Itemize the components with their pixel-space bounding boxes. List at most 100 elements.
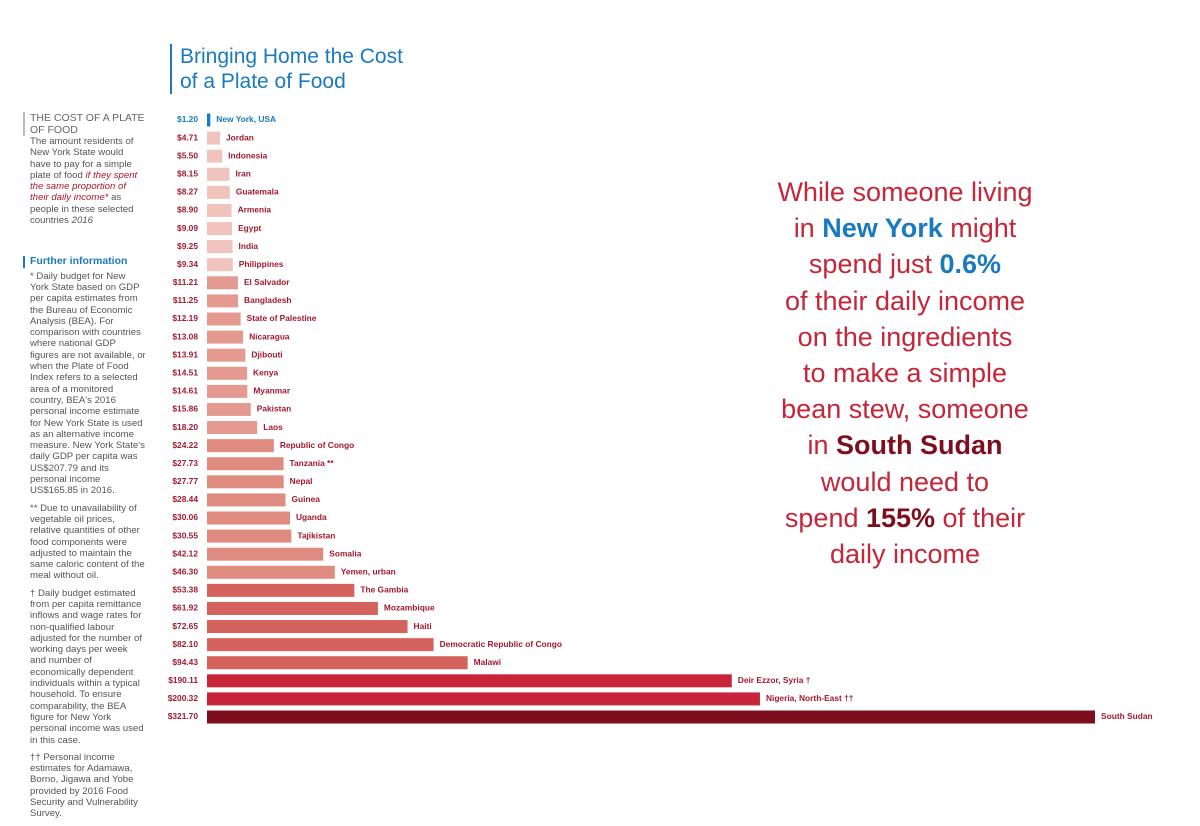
bar	[207, 638, 434, 652]
text: spend	[784, 502, 866, 533]
value-label: $9.34	[177, 259, 198, 269]
value-label: $8.27	[177, 187, 198, 197]
category-label: Republic of Congo	[280, 440, 354, 450]
bar	[207, 276, 238, 290]
text: of their	[935, 502, 1026, 533]
value-label: $28.44	[172, 494, 198, 504]
category-label: Nigeria, North-East ††	[766, 693, 854, 703]
text: spend just	[808, 249, 940, 280]
text: While someone living	[777, 177, 1033, 207]
category-label: The Gambia	[360, 585, 408, 595]
value-label: $24.22	[172, 440, 198, 450]
bar	[207, 131, 221, 145]
bar	[207, 656, 468, 670]
value-label: $13.91	[172, 349, 198, 359]
further-title: Further information	[23, 256, 146, 268]
value-label: $14.61	[172, 386, 198, 396]
sidebar-heading: THE COST OF A PLATE OF FOOD	[23, 112, 146, 136]
value-label: $30.55	[172, 530, 198, 540]
value-label: $13.08	[172, 331, 198, 341]
category-label: Nepal	[290, 476, 313, 486]
note: ** Due to unavailability of vegetable oi…	[30, 502, 145, 582]
note: † Daily budget estimated from per capita…	[30, 587, 144, 746]
sidebar: THE COST OF A PLATE OF FOOD The amount r…	[23, 112, 146, 826]
value-label: $14.51	[172, 367, 198, 377]
bar	[207, 294, 239, 308]
category-label: Mozambique	[384, 603, 435, 613]
bar	[207, 674, 732, 688]
category-label: Kenya	[253, 367, 278, 377]
text: of their daily income	[784, 285, 1026, 316]
category-label: New York, USA	[216, 114, 276, 124]
category-label: Deir Ezzor, Syria †	[738, 675, 811, 685]
text: on the ingredients	[797, 321, 1013, 352]
value-label: $94.43	[172, 657, 198, 667]
value-label: $11.25	[173, 295, 198, 305]
value-label: $200.32	[168, 693, 199, 703]
emphasis: 155%	[865, 502, 936, 533]
value-label: $4.71	[177, 132, 198, 142]
category-label: Tanzania **	[290, 458, 335, 468]
emphasis: South Sudan	[836, 430, 1003, 461]
category-label: Somalia	[329, 548, 361, 558]
emphasis: if they spent the same proportion of the…	[30, 169, 138, 204]
value-label: $9.25	[177, 241, 198, 251]
category-label: Democratic Republic of Congo	[440, 639, 562, 649]
value-label: $53.38	[172, 585, 198, 595]
category-label: Armenia	[238, 205, 272, 215]
value-label: $15.86	[172, 404, 198, 414]
bar	[207, 167, 230, 181]
category-label: Iran	[235, 168, 250, 178]
bar	[207, 529, 292, 543]
bar	[207, 565, 335, 579]
text: daily income	[829, 539, 981, 570]
value-label: $72.65	[172, 621, 198, 631]
text: bean stew, someone	[781, 394, 1029, 425]
text: in	[807, 430, 837, 461]
bar	[207, 547, 324, 561]
bar	[207, 203, 232, 217]
category-label: Djibouti	[251, 349, 282, 359]
text: as people in these selected countries	[30, 192, 134, 227]
text: might	[942, 213, 1017, 244]
value-label: $18.20	[172, 422, 198, 432]
value-label: $9.09	[177, 223, 198, 233]
bar	[207, 366, 248, 380]
category-label: Haiti	[414, 621, 432, 631]
bar	[207, 185, 230, 199]
category-label: Yemen, urban	[341, 566, 396, 576]
category-label: Bangladesh	[244, 295, 291, 305]
bar	[207, 475, 284, 489]
category-label: Guinea	[292, 494, 321, 504]
bar	[207, 149, 223, 163]
bar	[207, 710, 1095, 724]
category-label: Philippines	[239, 259, 284, 269]
bar	[207, 601, 378, 615]
statement: While someone living in New York might s…	[745, 174, 1065, 572]
bar	[207, 493, 286, 507]
note: * Daily budget for New York State based …	[30, 270, 146, 497]
category-label: Indonesia	[228, 150, 267, 160]
bar	[207, 113, 211, 127]
page: {"chart_data": {"type": "bar", "orientat…	[23, 44, 1153, 820]
bar	[207, 258, 233, 272]
year: 2016	[71, 215, 93, 227]
value-label: $321.70	[168, 711, 199, 721]
category-label: Pakistan	[257, 404, 291, 414]
text: in	[793, 213, 823, 244]
bar	[207, 330, 244, 344]
value-label: $11.21	[173, 277, 198, 287]
bar	[207, 421, 258, 435]
category-label: Jordan	[226, 132, 254, 142]
value-label: $46.30	[172, 566, 198, 576]
bar	[207, 240, 233, 254]
chart-title: Bringing Home the Cost of a Plate of Foo…	[170, 44, 403, 94]
title-line: of a Plate of Food	[180, 70, 346, 93]
bar	[207, 439, 274, 453]
emphasis: New York	[822, 213, 943, 244]
value-label: $8.15	[177, 168, 198, 178]
text: The amount residents of New York State w…	[30, 136, 134, 181]
category-label: Laos	[263, 422, 283, 432]
category-label: Uganda	[296, 512, 327, 522]
text: would need to	[820, 466, 990, 497]
